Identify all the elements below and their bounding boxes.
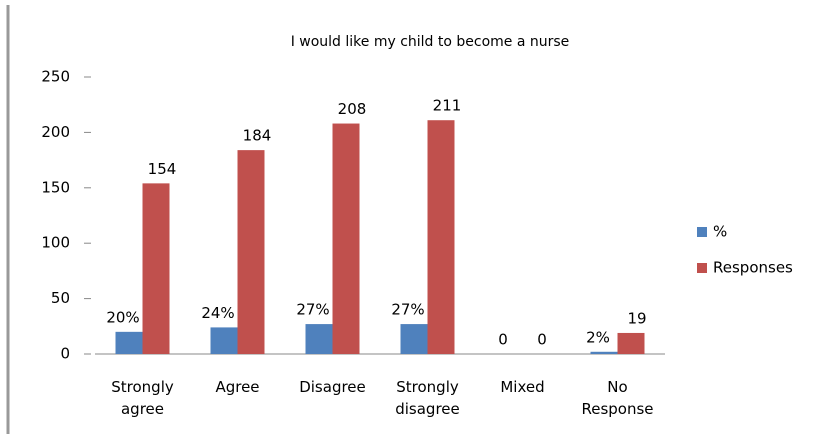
bar xyxy=(590,351,618,354)
bar xyxy=(427,120,455,354)
y-tick-label: 250 xyxy=(41,68,70,86)
bar xyxy=(210,327,238,354)
legend-label: % xyxy=(713,223,727,241)
data-label: 27% xyxy=(391,301,424,319)
x-tick-label: Disagree xyxy=(299,378,366,396)
bar xyxy=(400,324,428,354)
data-label: 0 xyxy=(537,331,547,349)
data-label: 27% xyxy=(296,301,329,319)
data-label: 19 xyxy=(627,309,646,327)
data-label: 2% xyxy=(586,328,610,346)
y-tick-label: 50 xyxy=(51,289,70,307)
bar xyxy=(332,123,360,354)
legend-label: Responses xyxy=(713,259,793,277)
y-tick-label: 0 xyxy=(60,345,70,363)
y-tick-label: 200 xyxy=(41,123,70,141)
bar xyxy=(237,150,265,354)
x-tick-label: Mixed xyxy=(500,378,545,396)
data-label: 154 xyxy=(148,160,177,178)
bar xyxy=(617,332,645,354)
x-tick-label: Strongly disagree xyxy=(395,378,460,418)
x-tick-label: Agree xyxy=(215,378,260,396)
legend-swatch xyxy=(697,263,707,273)
legend-swatch xyxy=(697,227,707,237)
y-tick-label: 150 xyxy=(41,178,70,196)
bar xyxy=(305,324,333,354)
chart-title: I would like my child to become a nurse xyxy=(291,34,570,50)
data-label: 0 xyxy=(498,331,508,349)
data-label: 211 xyxy=(433,97,462,115)
data-label: 20% xyxy=(106,308,139,326)
bar xyxy=(115,331,143,354)
data-label: 24% xyxy=(201,304,234,322)
x-tick-label: No Response xyxy=(581,378,654,418)
data-label: 184 xyxy=(243,127,272,145)
data-label: 208 xyxy=(338,100,367,118)
x-tick-label: Strongly agree xyxy=(111,378,174,418)
bar xyxy=(142,183,170,354)
y-tick-label: 100 xyxy=(41,234,70,252)
